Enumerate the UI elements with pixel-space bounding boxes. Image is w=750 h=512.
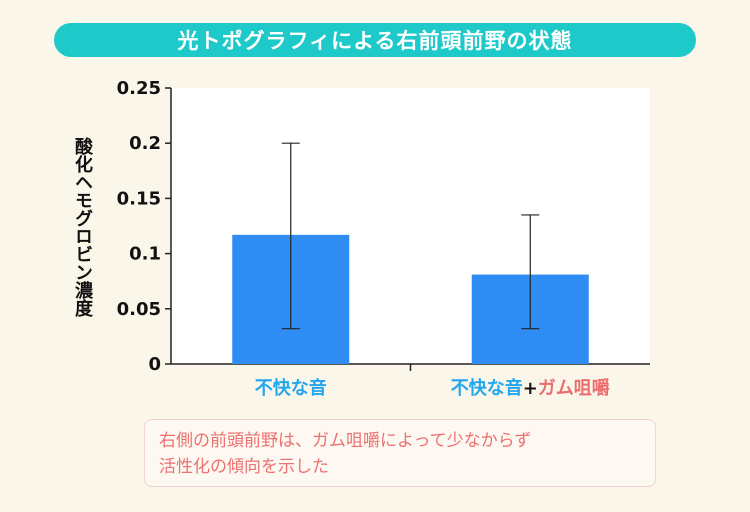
y-axis-label: 酸化ヘモグロビン濃度 xyxy=(72,137,93,317)
chart-title: 光トポグラフィによる右前頭前野の状態 xyxy=(177,29,573,53)
y-tick-label: 0 xyxy=(148,354,161,375)
x-category-label: 不快な音 xyxy=(255,377,327,399)
note-line-1: 右側の前頭前野は、ガム咀嚼によって少なからず xyxy=(159,431,532,451)
note-line-2: 活性化の傾向を示した xyxy=(159,457,329,477)
x-category-label-part: + xyxy=(523,378,538,399)
note-box: 右側の前頭前野は、ガム咀嚼によって少なからず 活性化の傾向を示した xyxy=(144,419,656,487)
y-tick-label: 0.1 xyxy=(129,244,161,265)
y-tick-label: 0.2 xyxy=(129,133,161,154)
y-tick-label: 0.15 xyxy=(117,188,161,209)
title-banner: 光トポグラフィによる右前頭前野の状態 xyxy=(54,23,696,57)
x-category-label-part: 不快な音 xyxy=(451,377,523,399)
x-category-label-part: ガム咀嚼 xyxy=(538,377,610,399)
y-tick-label: 0.05 xyxy=(117,299,161,320)
x-category-label: 不快な音+ガム咀嚼 xyxy=(451,377,610,399)
y-tick-label: 0.25 xyxy=(117,78,161,99)
x-category-label-part: 不快な音 xyxy=(255,377,327,399)
